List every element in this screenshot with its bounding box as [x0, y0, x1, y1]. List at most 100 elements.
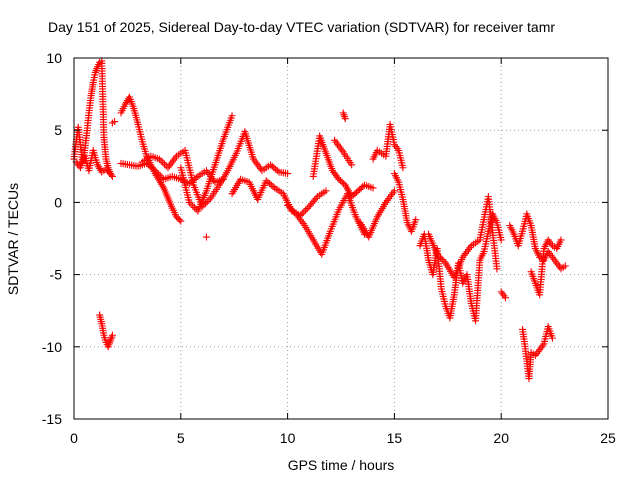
data-point [159, 159, 167, 167]
data-points [70, 57, 569, 383]
chart-title: Day 151 of 2025, Sidereal Day-to-day VTE… [48, 19, 555, 35]
data-point [155, 170, 163, 178]
data-point [149, 165, 157, 173]
y-tick-label: -10 [42, 339, 62, 355]
data-point [501, 294, 509, 302]
y-axis-label: SDTVAR / TECUs [5, 183, 21, 295]
data-point [412, 216, 420, 224]
data-point [338, 178, 346, 186]
data-point [153, 168, 161, 176]
data-point [303, 204, 311, 212]
data-point [548, 334, 556, 342]
data-point [285, 203, 293, 211]
data-point [334, 174, 342, 182]
data-point [106, 170, 114, 178]
data-point [187, 200, 195, 208]
data-point [148, 164, 156, 172]
data-point [185, 198, 193, 206]
data-point [352, 188, 360, 196]
data-point [312, 194, 320, 202]
data-point [269, 183, 277, 191]
x-tick-label: 5 [177, 430, 185, 446]
data-point [189, 202, 197, 210]
x-axis-ticks: 0 5 10 15 20 25 [70, 58, 616, 446]
y-tick-label: -15 [42, 411, 62, 427]
data-point [158, 174, 166, 182]
data-point [185, 180, 193, 188]
data-point [266, 180, 274, 188]
data-point [190, 204, 198, 212]
y-tick-label: 10 [46, 50, 62, 66]
data-point [272, 165, 280, 173]
data-point [335, 175, 343, 183]
data-point [146, 162, 154, 170]
data-point [497, 236, 505, 244]
data-point [157, 157, 165, 165]
x-tick-label: 10 [280, 430, 296, 446]
grid [74, 58, 608, 419]
data-point [287, 205, 295, 213]
data-point [302, 206, 310, 214]
data-point [348, 161, 356, 169]
data-point [284, 201, 292, 209]
data-point [175, 216, 183, 224]
y-tick-label: 5 [54, 122, 62, 138]
data-point [435, 252, 443, 260]
data-point [270, 164, 278, 172]
y-tick-label: -5 [50, 267, 63, 283]
data-point [267, 161, 275, 169]
data-point [151, 167, 159, 175]
data-point [399, 164, 407, 172]
data-point [284, 170, 292, 178]
x-tick-label: 0 [70, 430, 78, 446]
plot-frame [73, 57, 609, 420]
data-point [356, 185, 364, 193]
data-point [348, 193, 356, 201]
x-tick-label: 25 [600, 430, 616, 446]
data-point [144, 161, 152, 169]
data-point [341, 115, 349, 123]
data-point [108, 331, 116, 339]
data-point [298, 210, 306, 218]
data-point [561, 262, 569, 270]
data-point [300, 208, 308, 216]
data-point [273, 167, 281, 175]
data-point [156, 172, 164, 180]
data-point [438, 256, 446, 264]
data-point [357, 184, 365, 192]
data-point [161, 160, 169, 168]
x-tick-label: 20 [493, 430, 509, 446]
data-point [437, 254, 445, 262]
data-point [105, 168, 113, 176]
y-tick-label: 0 [54, 194, 62, 210]
data-point [205, 196, 213, 204]
data-point [267, 181, 275, 189]
data-point [268, 162, 276, 170]
data-point [349, 191, 357, 199]
data-point [336, 177, 344, 185]
data-point [289, 206, 297, 214]
x-tick-label: 15 [387, 430, 403, 446]
x-axis-label: GPS time / hours [288, 457, 395, 473]
data-point [262, 177, 270, 185]
data-point [493, 265, 501, 273]
data-point [290, 208, 298, 216]
data-point [351, 190, 359, 198]
data-point [359, 183, 367, 191]
data-point [111, 118, 119, 126]
data-point [557, 236, 565, 244]
data-point [440, 257, 448, 265]
data-point [322, 187, 330, 195]
data-point [390, 187, 398, 195]
data-point [155, 155, 163, 163]
data-point [354, 187, 362, 195]
data-point [202, 199, 210, 207]
data-point [202, 233, 210, 241]
y-axis-ticks: -15 -10 -5 0 5 10 [42, 50, 608, 427]
data-point [264, 178, 272, 186]
data-point [369, 184, 377, 192]
data-point [228, 112, 236, 120]
data-point [433, 250, 441, 258]
data-point [177, 217, 185, 225]
